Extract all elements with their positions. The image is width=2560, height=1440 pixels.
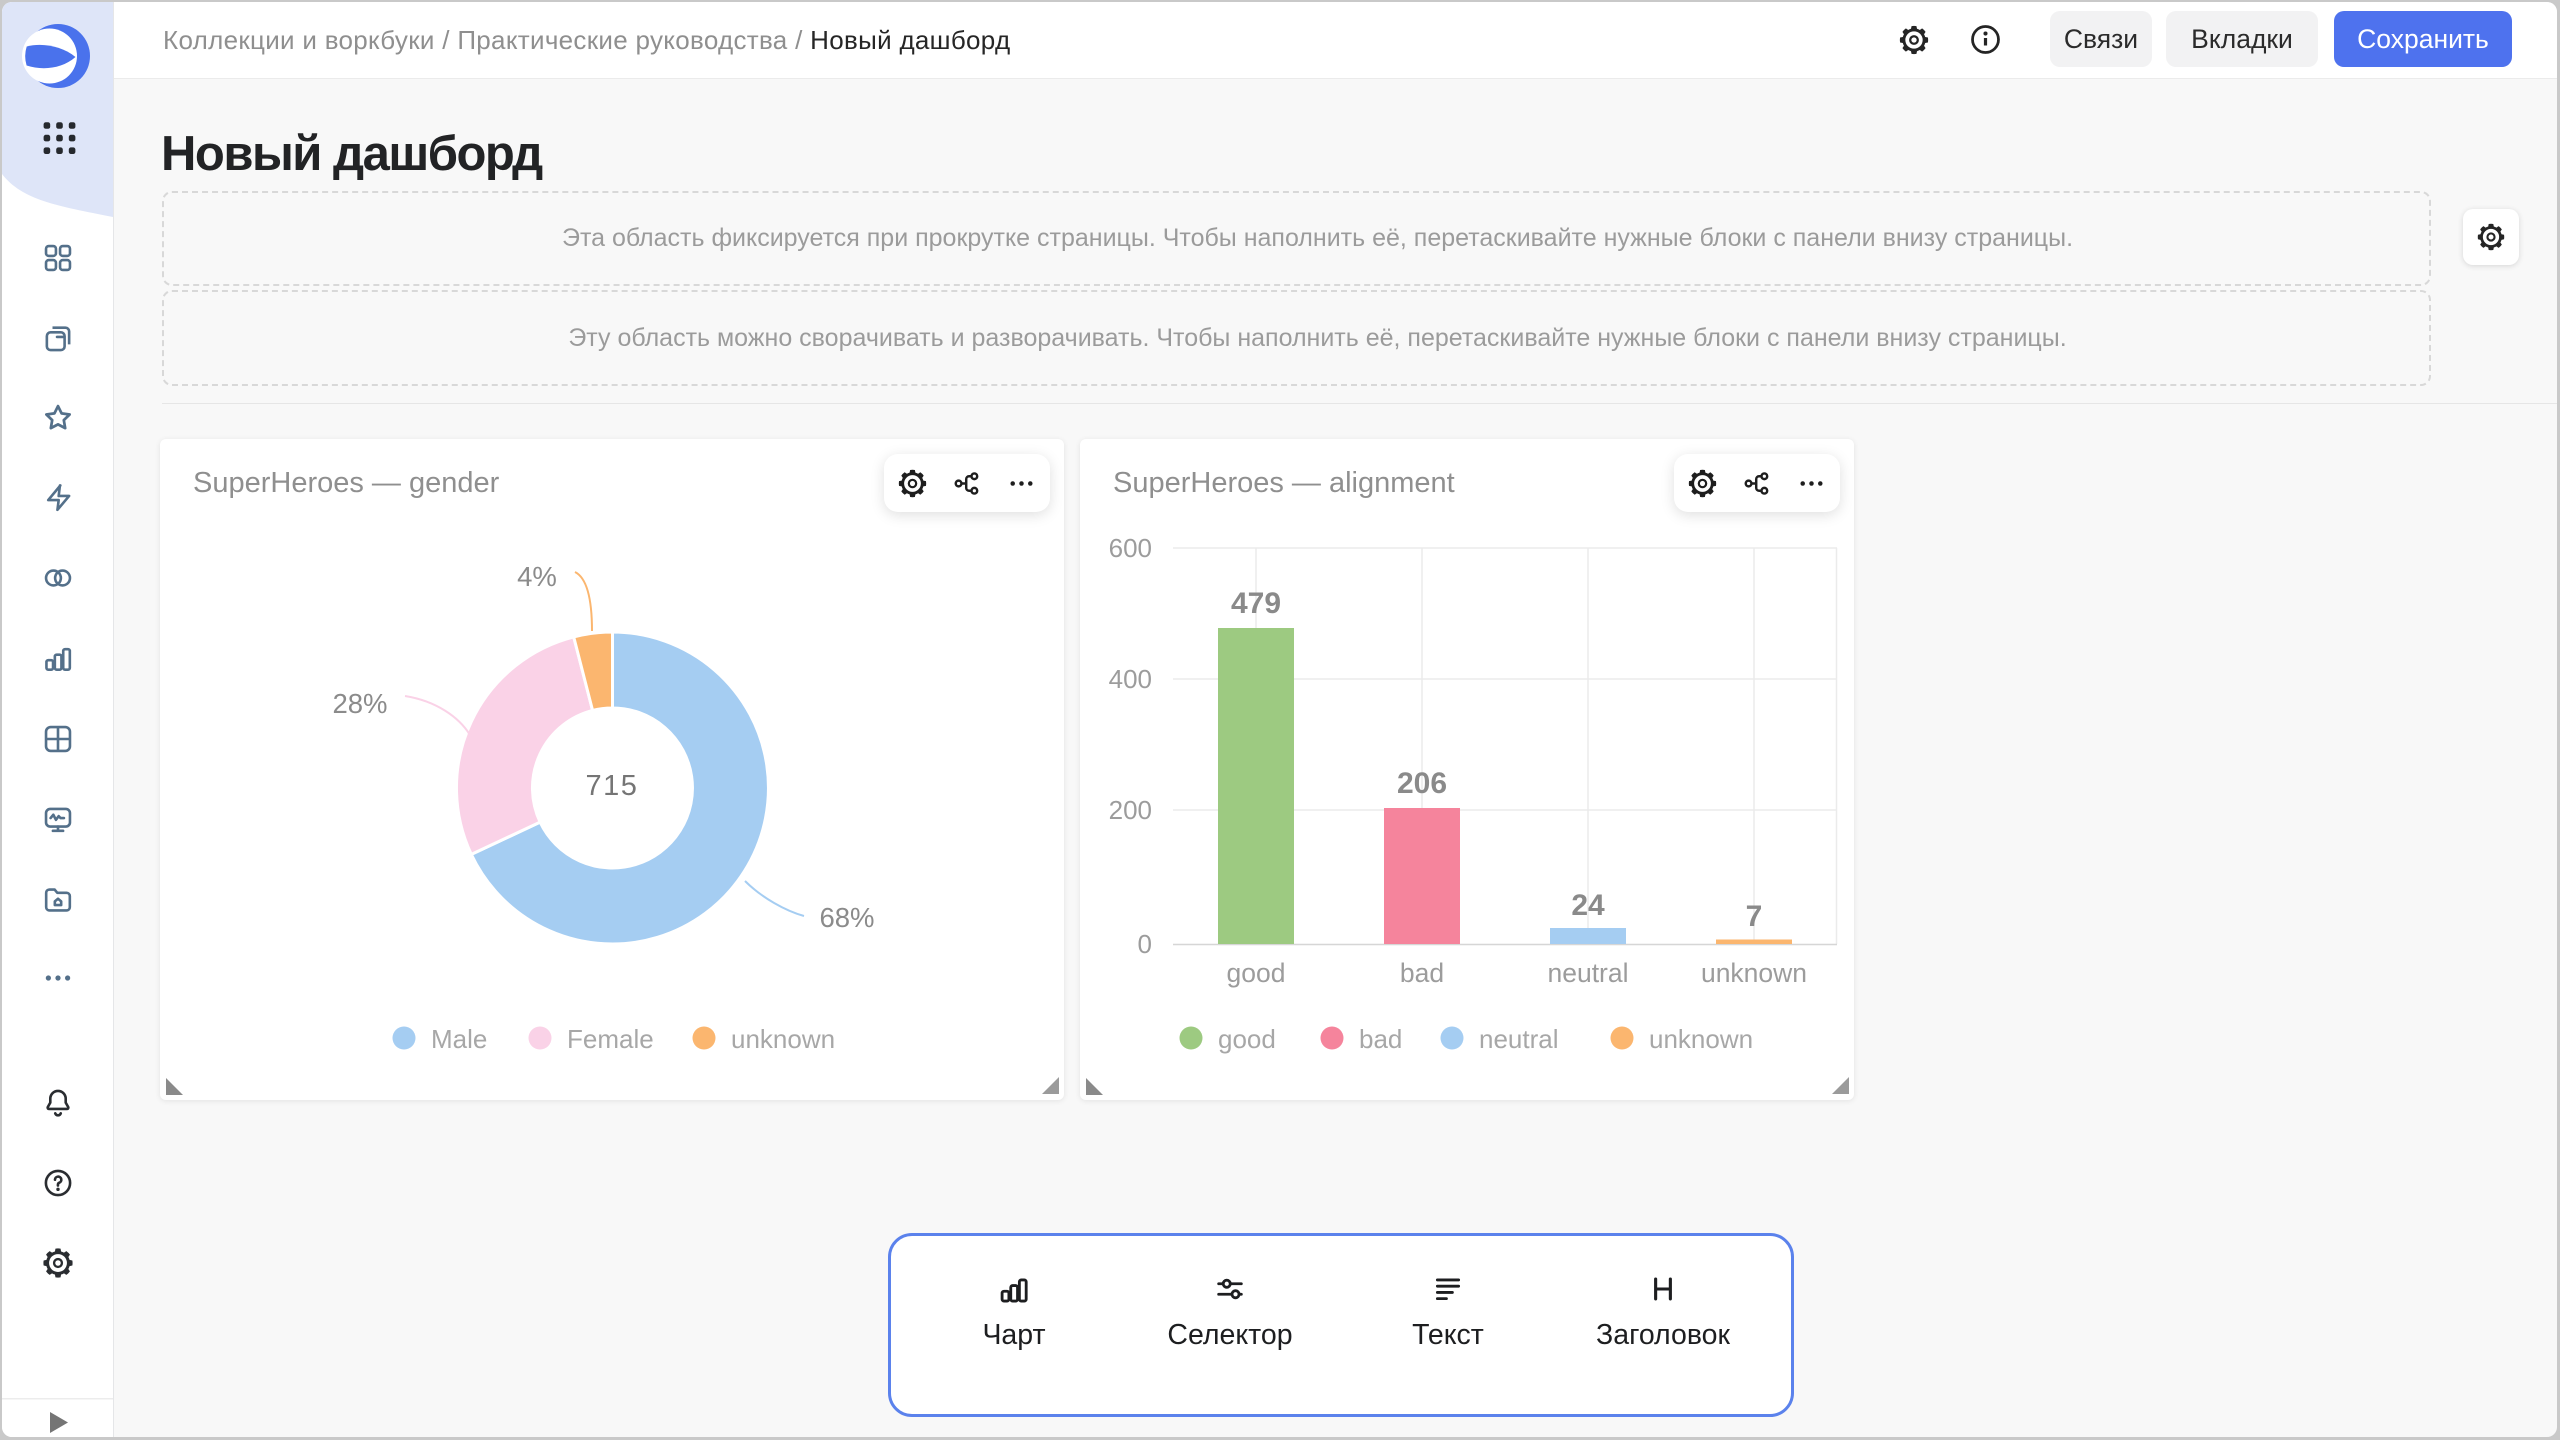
svg-text:unknown: unknown	[731, 1024, 835, 1054]
svg-text:0: 0	[1138, 929, 1152, 959]
svg-text:unknown: unknown	[1701, 958, 1807, 988]
svg-text:68%: 68%	[819, 902, 874, 933]
svg-text:neutral: neutral	[1547, 958, 1628, 988]
svg-text:Male: Male	[431, 1024, 487, 1054]
svg-text:Female: Female	[567, 1024, 654, 1054]
svg-text:24: 24	[1571, 889, 1605, 922]
svg-text:206: 206	[1397, 767, 1447, 800]
svg-text:28%: 28%	[332, 688, 387, 719]
svg-text:7: 7	[1746, 900, 1763, 933]
svg-text:600: 600	[1109, 533, 1152, 563]
svg-text:neutral: neutral	[1479, 1024, 1559, 1054]
svg-text:200: 200	[1109, 795, 1152, 825]
svg-text:unknown: unknown	[1649, 1024, 1753, 1054]
svg-text:400: 400	[1109, 664, 1152, 694]
svg-text:bad: bad	[1359, 1024, 1402, 1054]
svg-text:479: 479	[1231, 587, 1281, 620]
svg-text:good: good	[1218, 1024, 1276, 1054]
svg-text:bad: bad	[1400, 958, 1444, 988]
svg-text:good: good	[1227, 958, 1286, 988]
svg-text:4%: 4%	[517, 561, 557, 592]
svg-text:715: 715	[586, 770, 639, 802]
